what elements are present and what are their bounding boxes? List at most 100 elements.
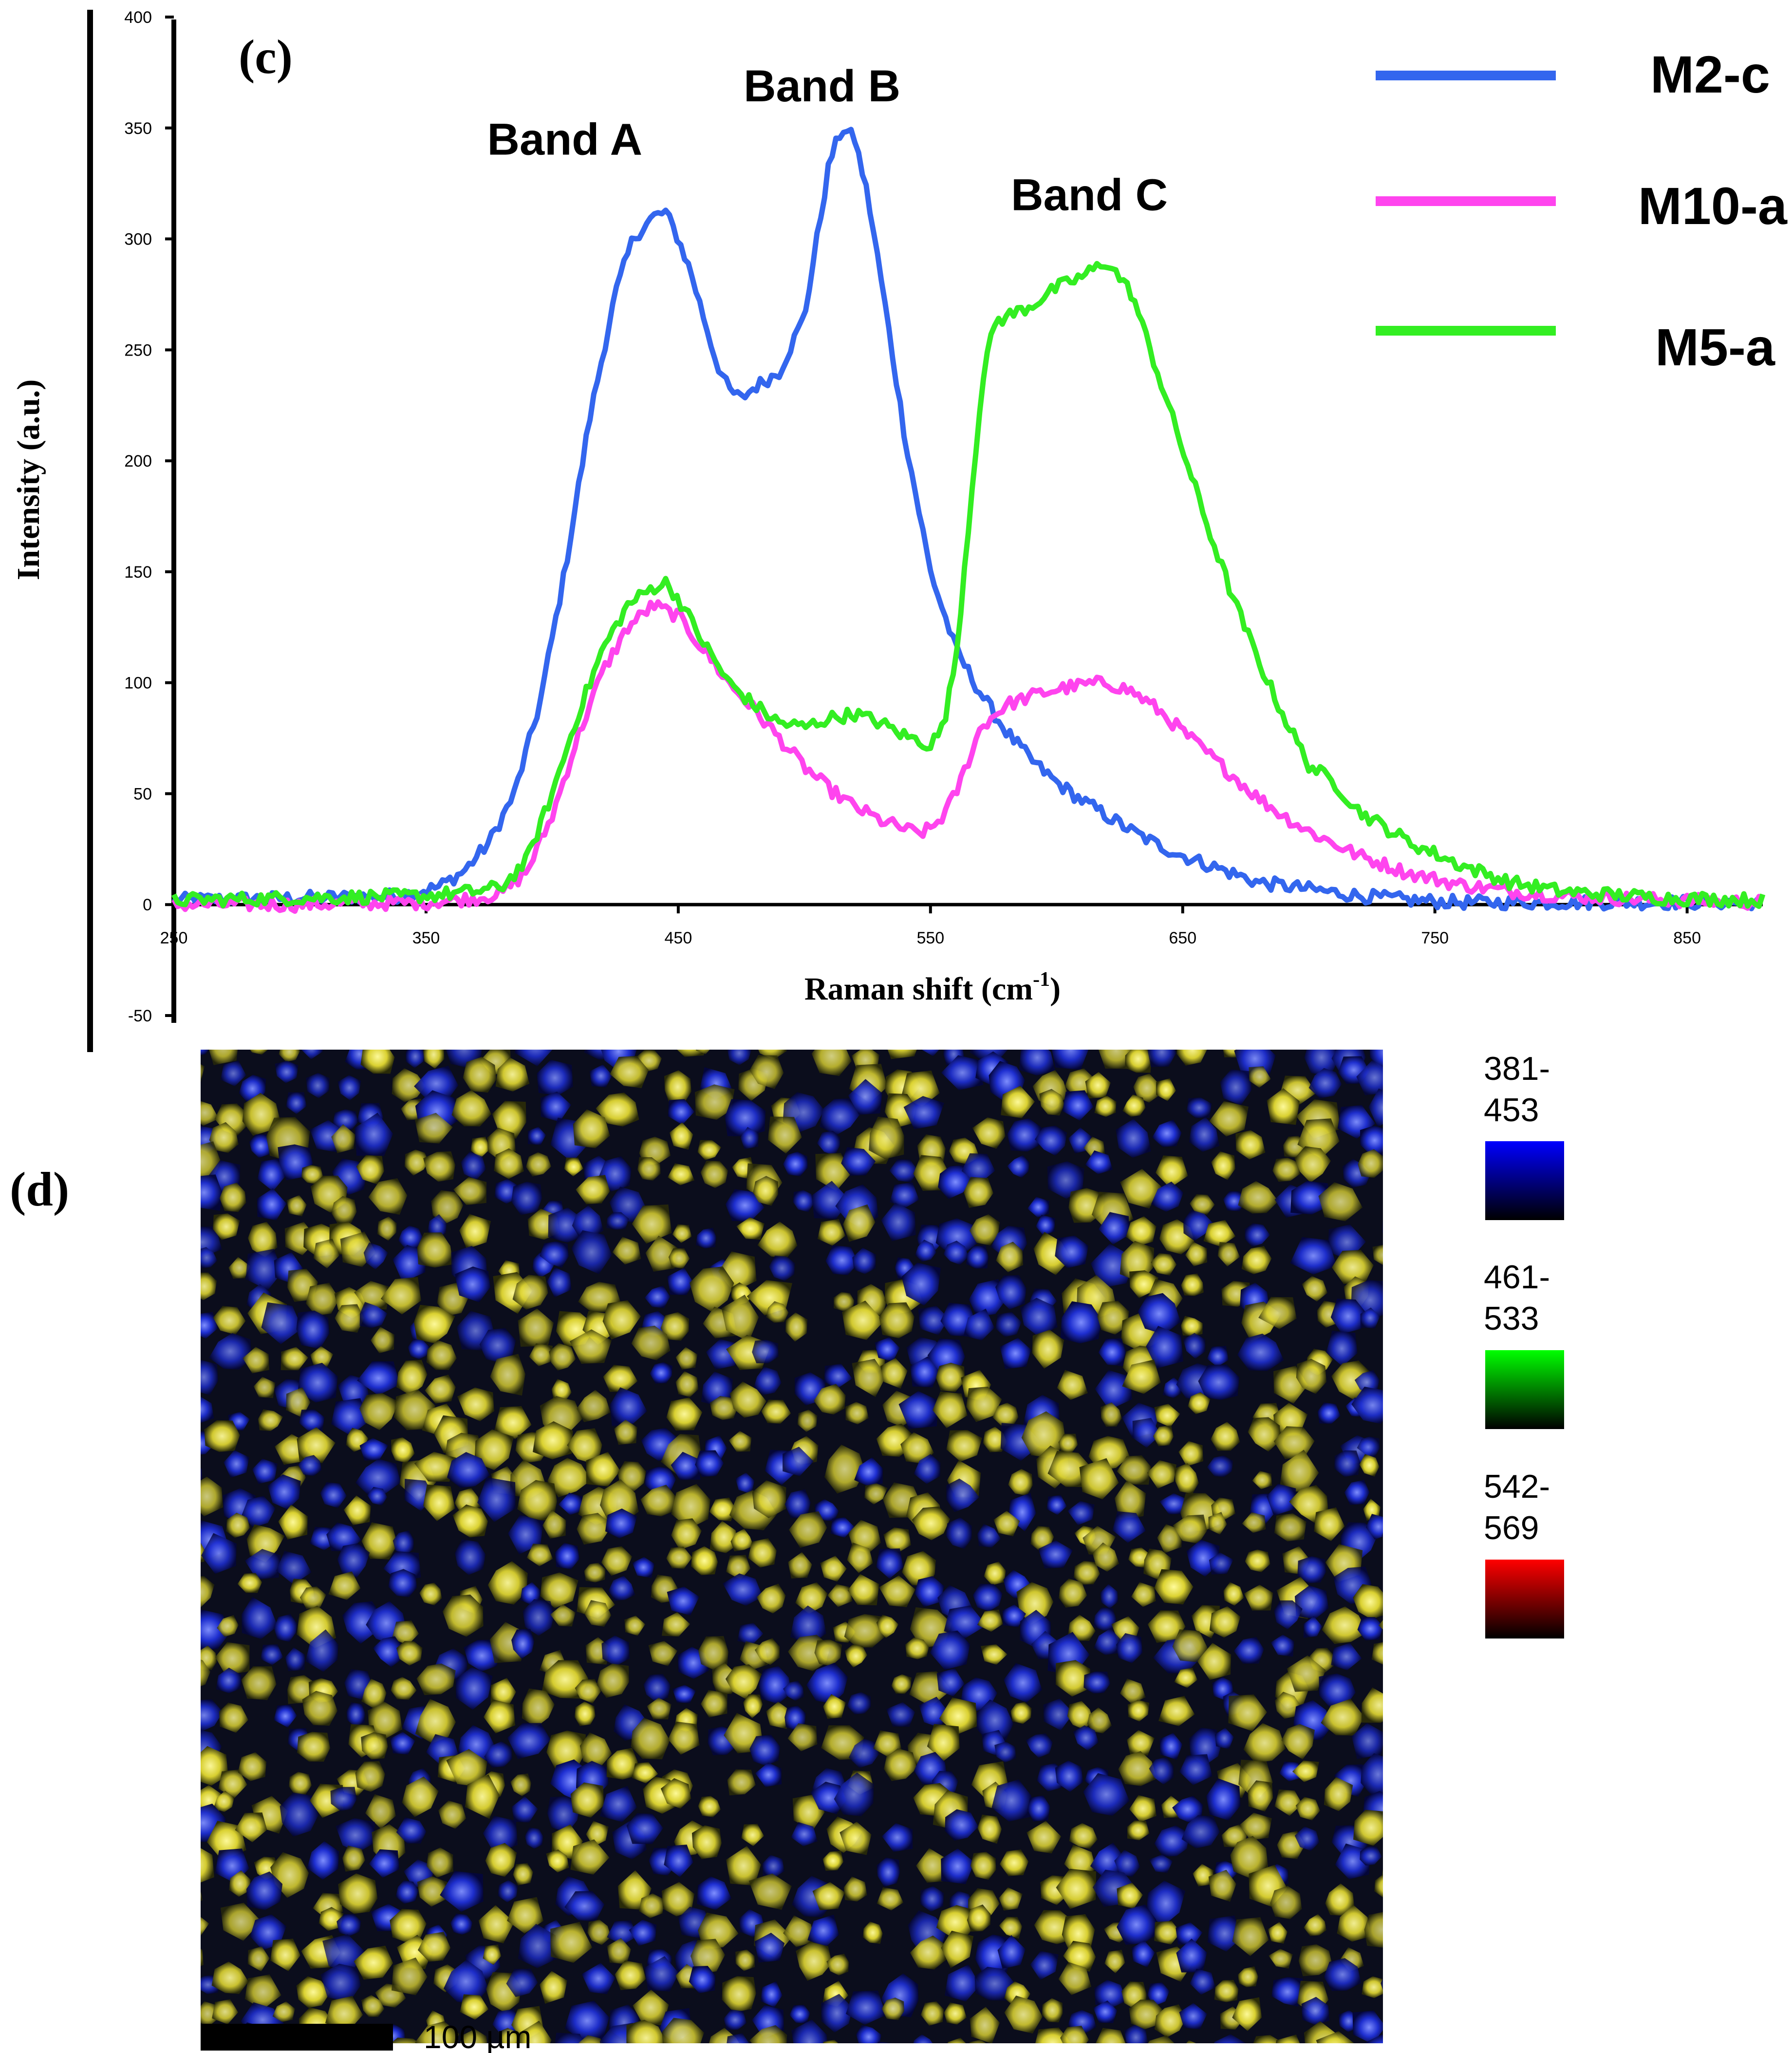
map-grain [830,1517,855,1538]
map-grain [201,1272,217,1300]
map-grain [216,1667,241,1694]
map-grain [877,1887,903,1911]
map-grain [537,1059,573,1096]
map-grain [1181,1273,1204,1296]
map-grain [547,1796,580,1833]
map-grain [1274,1789,1303,1816]
map-grain [852,1358,886,1397]
map-grain [757,1583,786,1614]
map-grain [1404,1487,1429,1514]
map-grain [1159,1733,1183,1760]
map-grain [1156,1078,1176,1101]
map-grain [1027,1197,1049,1218]
map-grain [546,1849,569,1873]
map-grain [783,1915,814,1947]
map-grain [1317,1402,1341,1424]
map-grain [755,1638,780,1665]
map-grain [1189,1117,1220,1152]
map-grain [368,1178,408,1215]
map-grain [570,1782,604,1818]
map-grain [701,1690,728,1717]
map-grain [1154,1569,1194,1604]
map-grain [359,1302,388,1328]
map-grain [1020,1298,1058,1337]
map-grain [201,1699,223,1732]
map-grain [1151,1253,1177,1276]
map-grain [1337,1905,1371,1942]
series-line-m5a [171,261,1766,909]
map-grain [749,1734,780,1766]
map-grain [1274,1692,1301,1719]
map-grain [1068,1615,1096,1641]
map-grain [947,2037,966,2043]
map-grain [890,1182,919,1208]
map-grain [355,1112,393,1156]
map-grain [213,1306,246,1335]
map-grain [963,1308,995,1340]
map-grain [869,1116,904,1159]
map-grain [201,1174,222,1211]
map-grain [1067,1501,1095,1526]
map-grain [921,2001,944,2026]
map-grain [579,1733,612,1768]
series-lines [171,127,1766,914]
map-grain [1129,1999,1163,2030]
map-grain [1353,1584,1383,1620]
map-grain [1209,1552,1233,1575]
map-grain [391,1677,417,1700]
map-grain [941,1848,974,1884]
map-grain [296,1976,330,2008]
map-grain [1118,1751,1157,1786]
map-grain [576,1175,610,1205]
map-grain [1148,2035,1175,2043]
map-grain [1122,1094,1146,1117]
map-grain [1060,2026,1089,2043]
map-grain [1321,1698,1364,1736]
map-grain [845,1402,869,1425]
map-grain [396,1817,427,1844]
map-grain [1127,1699,1149,1722]
map-grain [337,1543,370,1578]
map-grain [586,1821,609,1847]
map-grain [726,1555,751,1580]
map-grain [887,1050,917,1059]
map-grain [463,1056,497,1093]
map-grain [601,1635,630,1666]
map-grain [572,1205,604,1239]
map-grain [299,1410,325,1432]
map-grain [218,1770,247,1798]
map-grain [967,1904,991,1932]
x-axis-label-close: ) [1050,971,1061,1007]
map-grain [1360,1126,1383,1155]
map-grain [1178,1441,1203,1467]
map-grain [551,1379,572,1401]
map-grain [1269,1949,1293,1969]
color-key-red-swatch [1485,1560,1564,1639]
map-grain [1101,1402,1122,1427]
map-grain [1379,1620,1383,1630]
map-grain [1186,2040,1196,2043]
map-grain [700,1160,728,1188]
map-grain [587,1920,611,1945]
map-grain [650,1362,672,1384]
map-grain [1334,1450,1360,1477]
map-grain [1207,1455,1233,1477]
map-grain [1330,1299,1366,1334]
map-grain [757,1222,798,1258]
map-grain [901,1071,940,1107]
map-grain [211,1961,249,1994]
map-grain [721,1295,759,1342]
map-grain [873,1730,902,1757]
map-grain [450,1913,473,1935]
map-grain [548,1207,584,1243]
map-grain [1402,1759,1435,1788]
map-grain [252,1458,278,1484]
map-grain [728,1431,752,1452]
map-grain [740,1127,759,1149]
map-grain [326,1522,361,1551]
map-grain [607,1920,637,1945]
map-grain [1019,1050,1055,1076]
map-grain [920,1886,944,1912]
map-grain [668,1099,694,1125]
color-key-green-label-2: 533 [1484,1300,1539,1337]
